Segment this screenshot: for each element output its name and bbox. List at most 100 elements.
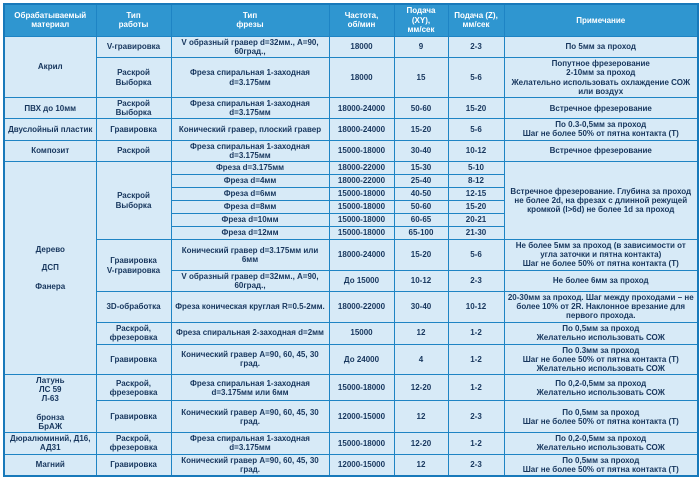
cell-frequency: 12000-15000 — [328, 400, 395, 434]
table-row: Гравировка Конический гравер A=90, 60, 4… — [4, 343, 699, 376]
cell-feed-z: 21-30 — [447, 226, 505, 241]
cell-feed-xy: 10-12 — [393, 269, 449, 292]
cell-work-type: Раскрой Выборка — [95, 96, 172, 120]
cell-note: 20-30мм за проход. Шаг между проходами –… — [503, 290, 699, 323]
cell-feed-z: 15-20 — [447, 96, 505, 120]
cell-note: По 0,2-0,5мм за проход Желательно исполь… — [503, 432, 699, 455]
cell-feed-z: 2-3 — [447, 269, 505, 292]
cell-feed-z: 10-12 — [447, 290, 505, 323]
cell-frequency: 18000-24000 — [328, 239, 395, 271]
cell-work-type: V-гравировка — [95, 35, 172, 59]
header-material: Обрабатываемый материал — [3, 3, 97, 37]
cell-work-type: Гравировка — [95, 343, 172, 376]
cell-note: По 5мм за проход — [503, 35, 699, 59]
cell-note: По 0,2-0,5мм за проход Желательно исполь… — [503, 374, 699, 402]
cell-feed-xy: 15-20 — [393, 239, 449, 271]
cell-work-type: Раскрой Выборка — [95, 57, 172, 98]
cell-work-type: Раскрой, фрезеровка — [95, 374, 172, 402]
cell-feed-z: 1-2 — [447, 374, 505, 402]
cell-cutter-type: Конический гравер A=90, 60, 45, 30 град. — [170, 343, 330, 376]
table-row: Акрил V-гравировка V образный гравер d=3… — [3, 35, 699, 98]
cell-frequency: 15000-18000 — [328, 200, 395, 215]
cell-feed-xy: 12-20 — [393, 432, 449, 455]
cell-feed-z: 5-6 — [447, 118, 505, 141]
table-row: Гравировка Конический гравер A=90, 60, 4… — [4, 400, 699, 434]
cell-feed-z: 5-6 — [447, 57, 505, 98]
cell-note: Встречное фрезерование. Глубина за прохо… — [503, 161, 699, 241]
cell-feed-z: 10-12 — [447, 139, 505, 163]
table-row: Раскрой Выборка Фреза спиральная 1-заход… — [4, 57, 699, 98]
cell-feed-xy: 50-60 — [393, 200, 449, 215]
cell-work-type: Раскрой, фрезеровка — [95, 321, 172, 345]
cell-cutter-type: Конический гравер, плоский гравер — [170, 118, 330, 141]
cell-frequency: До 24000 — [328, 343, 395, 376]
cell-frequency: 15000-18000 — [328, 139, 395, 163]
cell-work-type: 3D-обработка — [95, 290, 172, 323]
cell-cutter-type: Фреза d=6мм — [170, 187, 330, 202]
cell-cutter-type: Фреза спиральная 1-заходная d=3.175мм — [170, 96, 330, 120]
header-feed-z: Подача (Z), мм/сек — [447, 3, 505, 37]
cell-frequency: 18000-22000 — [328, 174, 395, 189]
cell-frequency: 12000-15000 — [328, 453, 395, 477]
cell-feed-xy: 15-20 — [393, 118, 449, 141]
cell-frequency: 15000-18000 — [328, 187, 395, 202]
cell-note: По 0,5мм за проход Шаг не более 50% от п… — [503, 400, 699, 434]
cell-feed-xy: 15 — [393, 57, 449, 98]
header-feed-xy: Подача (XY), мм/сек — [393, 3, 449, 37]
cell-work-type: Гравировка V-гравировка — [95, 239, 172, 292]
table-row: Дюралюминий, Д16, АД31 Раскрой, фрезеров… — [3, 432, 699, 455]
cell-feed-xy: 30-40 — [393, 139, 449, 163]
cell-cutter-type: Фреза d=4мм — [170, 174, 330, 189]
cell-cutter-type: Фреза d=10мм — [170, 213, 330, 228]
cell-feed-z: 2-3 — [447, 35, 505, 59]
cell-frequency: До 15000 — [328, 269, 395, 292]
cell-cutter-type: Конический гравер A=90, 60, 45, 30 град. — [170, 453, 330, 477]
cell-feed-z: 1-2 — [447, 343, 505, 376]
table-row: Фреза d=12мм 15000-18000 65-100 21-30 — [4, 226, 698, 241]
cell-feed-xy: 9 — [393, 35, 449, 59]
cell-work-type: Раскрой — [95, 139, 172, 163]
cell-feed-z: 1-2 — [447, 432, 505, 455]
header-work-type: Тип работы — [95, 3, 172, 37]
cell-feed-z: 1-2 — [447, 321, 505, 345]
table-row: Гравировка V-гравировка Конический граве… — [4, 239, 699, 292]
cell-material: ПВХ до 10мм — [3, 96, 97, 120]
cell-frequency: 15000 — [328, 321, 395, 345]
cell-feed-xy: 40-50 — [393, 187, 449, 202]
table-row: V образный гравер d=32мм., A=90, 60град.… — [4, 269, 699, 292]
cell-frequency: 18000-22000 — [328, 161, 395, 176]
cell-work-type: Раскрой Выборка — [95, 161, 172, 241]
cell-feed-z: 15-20 — [447, 200, 505, 215]
cell-cutter-type: Фреза d=12мм — [170, 226, 330, 241]
cell-note: По 0,5мм за проход Желательно использова… — [503, 321, 699, 345]
cell-work-type: Раскрой, фрезеровка — [95, 432, 172, 455]
table-row: Фреза d=4мм 18000-22000 25-40 8-12 — [4, 174, 698, 189]
cell-cutter-type: Фреза d=8мм — [170, 200, 330, 215]
cell-feed-xy: 12 — [393, 321, 449, 345]
cell-note: Встречное фрезерование — [503, 96, 699, 120]
cell-frequency: 18000-24000 — [328, 118, 395, 141]
cell-feed-xy: 30-40 — [393, 290, 449, 323]
table-row: ПВХ до 10мм Раскрой Выборка Фреза спирал… — [3, 96, 699, 120]
cell-cutter-type: Конический гравер d=3.175мм или 6мм — [170, 239, 330, 271]
cell-feed-z: 2-3 — [447, 400, 505, 434]
cell-cutter-type: Фреза спиральная 2-заходная d=2мм — [170, 321, 330, 345]
cell-feed-xy: 12 — [393, 400, 449, 434]
table-row: Дерево ДСП Фанера Раскрой Выборка Фреза … — [3, 161, 699, 376]
cell-cutter-type: Фреза спиральная 1-заходная d=3.175мм — [170, 139, 330, 163]
cell-frequency: 18000-22000 — [328, 290, 395, 323]
cell-feed-xy: 4 — [393, 343, 449, 376]
table-row: 3D-обработка Фреза коническая круглая R=… — [4, 290, 699, 323]
cell-feed-xy: 65-100 — [393, 226, 449, 241]
cell-cutter-type: Фреза спиральная 1-заходная d=3.175мм — [170, 57, 330, 98]
cell-material: Дерево ДСП Фанера — [3, 161, 97, 376]
cell-feed-xy: 12 — [393, 453, 449, 477]
cell-cutter-type: V образный гравер d=32мм., A=90, 60град.… — [170, 269, 330, 292]
cell-feed-z: 5-10 — [447, 161, 505, 176]
cell-frequency: 15000-18000 — [328, 432, 395, 455]
cell-feed-xy: 60-65 — [393, 213, 449, 228]
header-frequency: Частота, об/мин — [328, 3, 395, 37]
table-row: Фреза d=8мм 15000-18000 50-60 15-20 — [4, 200, 698, 215]
cell-cutter-type: Фреза d=3.175мм — [170, 161, 330, 176]
cell-work-type: Гравировка — [95, 400, 172, 434]
